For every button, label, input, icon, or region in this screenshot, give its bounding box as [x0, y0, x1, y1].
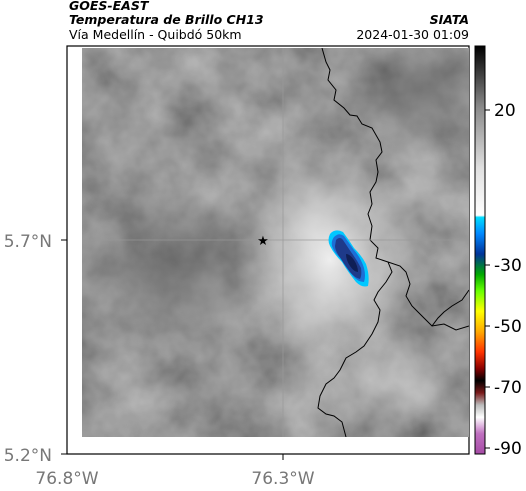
country-borders: [317, 48, 469, 437]
colorbar-tick-label: -70: [494, 378, 522, 398]
lat-tick-label: 5.7°N: [4, 232, 52, 252]
colorbar: [474, 45, 486, 455]
timestamp-label: 2024-01-30 01:09: [356, 27, 469, 42]
product-title: Temperatura de Brillo CH13: [69, 12, 264, 27]
brightness-temperature-image: [82, 48, 469, 437]
colorbar-ticks: [485, 109, 490, 449]
colorbar-tick-label: -50: [494, 317, 522, 337]
lat-tick-label: 5.2°N: [4, 446, 52, 466]
star-icon: ★: [257, 234, 269, 249]
region-subtitle: Vía Medellín - Quibdó 50km: [69, 27, 242, 42]
convective-cell: [328, 230, 369, 287]
lon-tick-label: 76.8°W: [35, 469, 98, 489]
colorbar-tick-label: -90: [494, 439, 522, 459]
axis-ticks: [61, 239, 284, 460]
lon-tick-label: 76.3°W: [251, 469, 314, 489]
colorbar-tick-label: 20: [494, 101, 516, 121]
satellite-title: GOES-EAST: [69, 0, 149, 13]
graticule: [82, 48, 469, 437]
colorbar-tick-label: -30: [494, 256, 522, 276]
institution-label: SIATA: [429, 12, 469, 27]
